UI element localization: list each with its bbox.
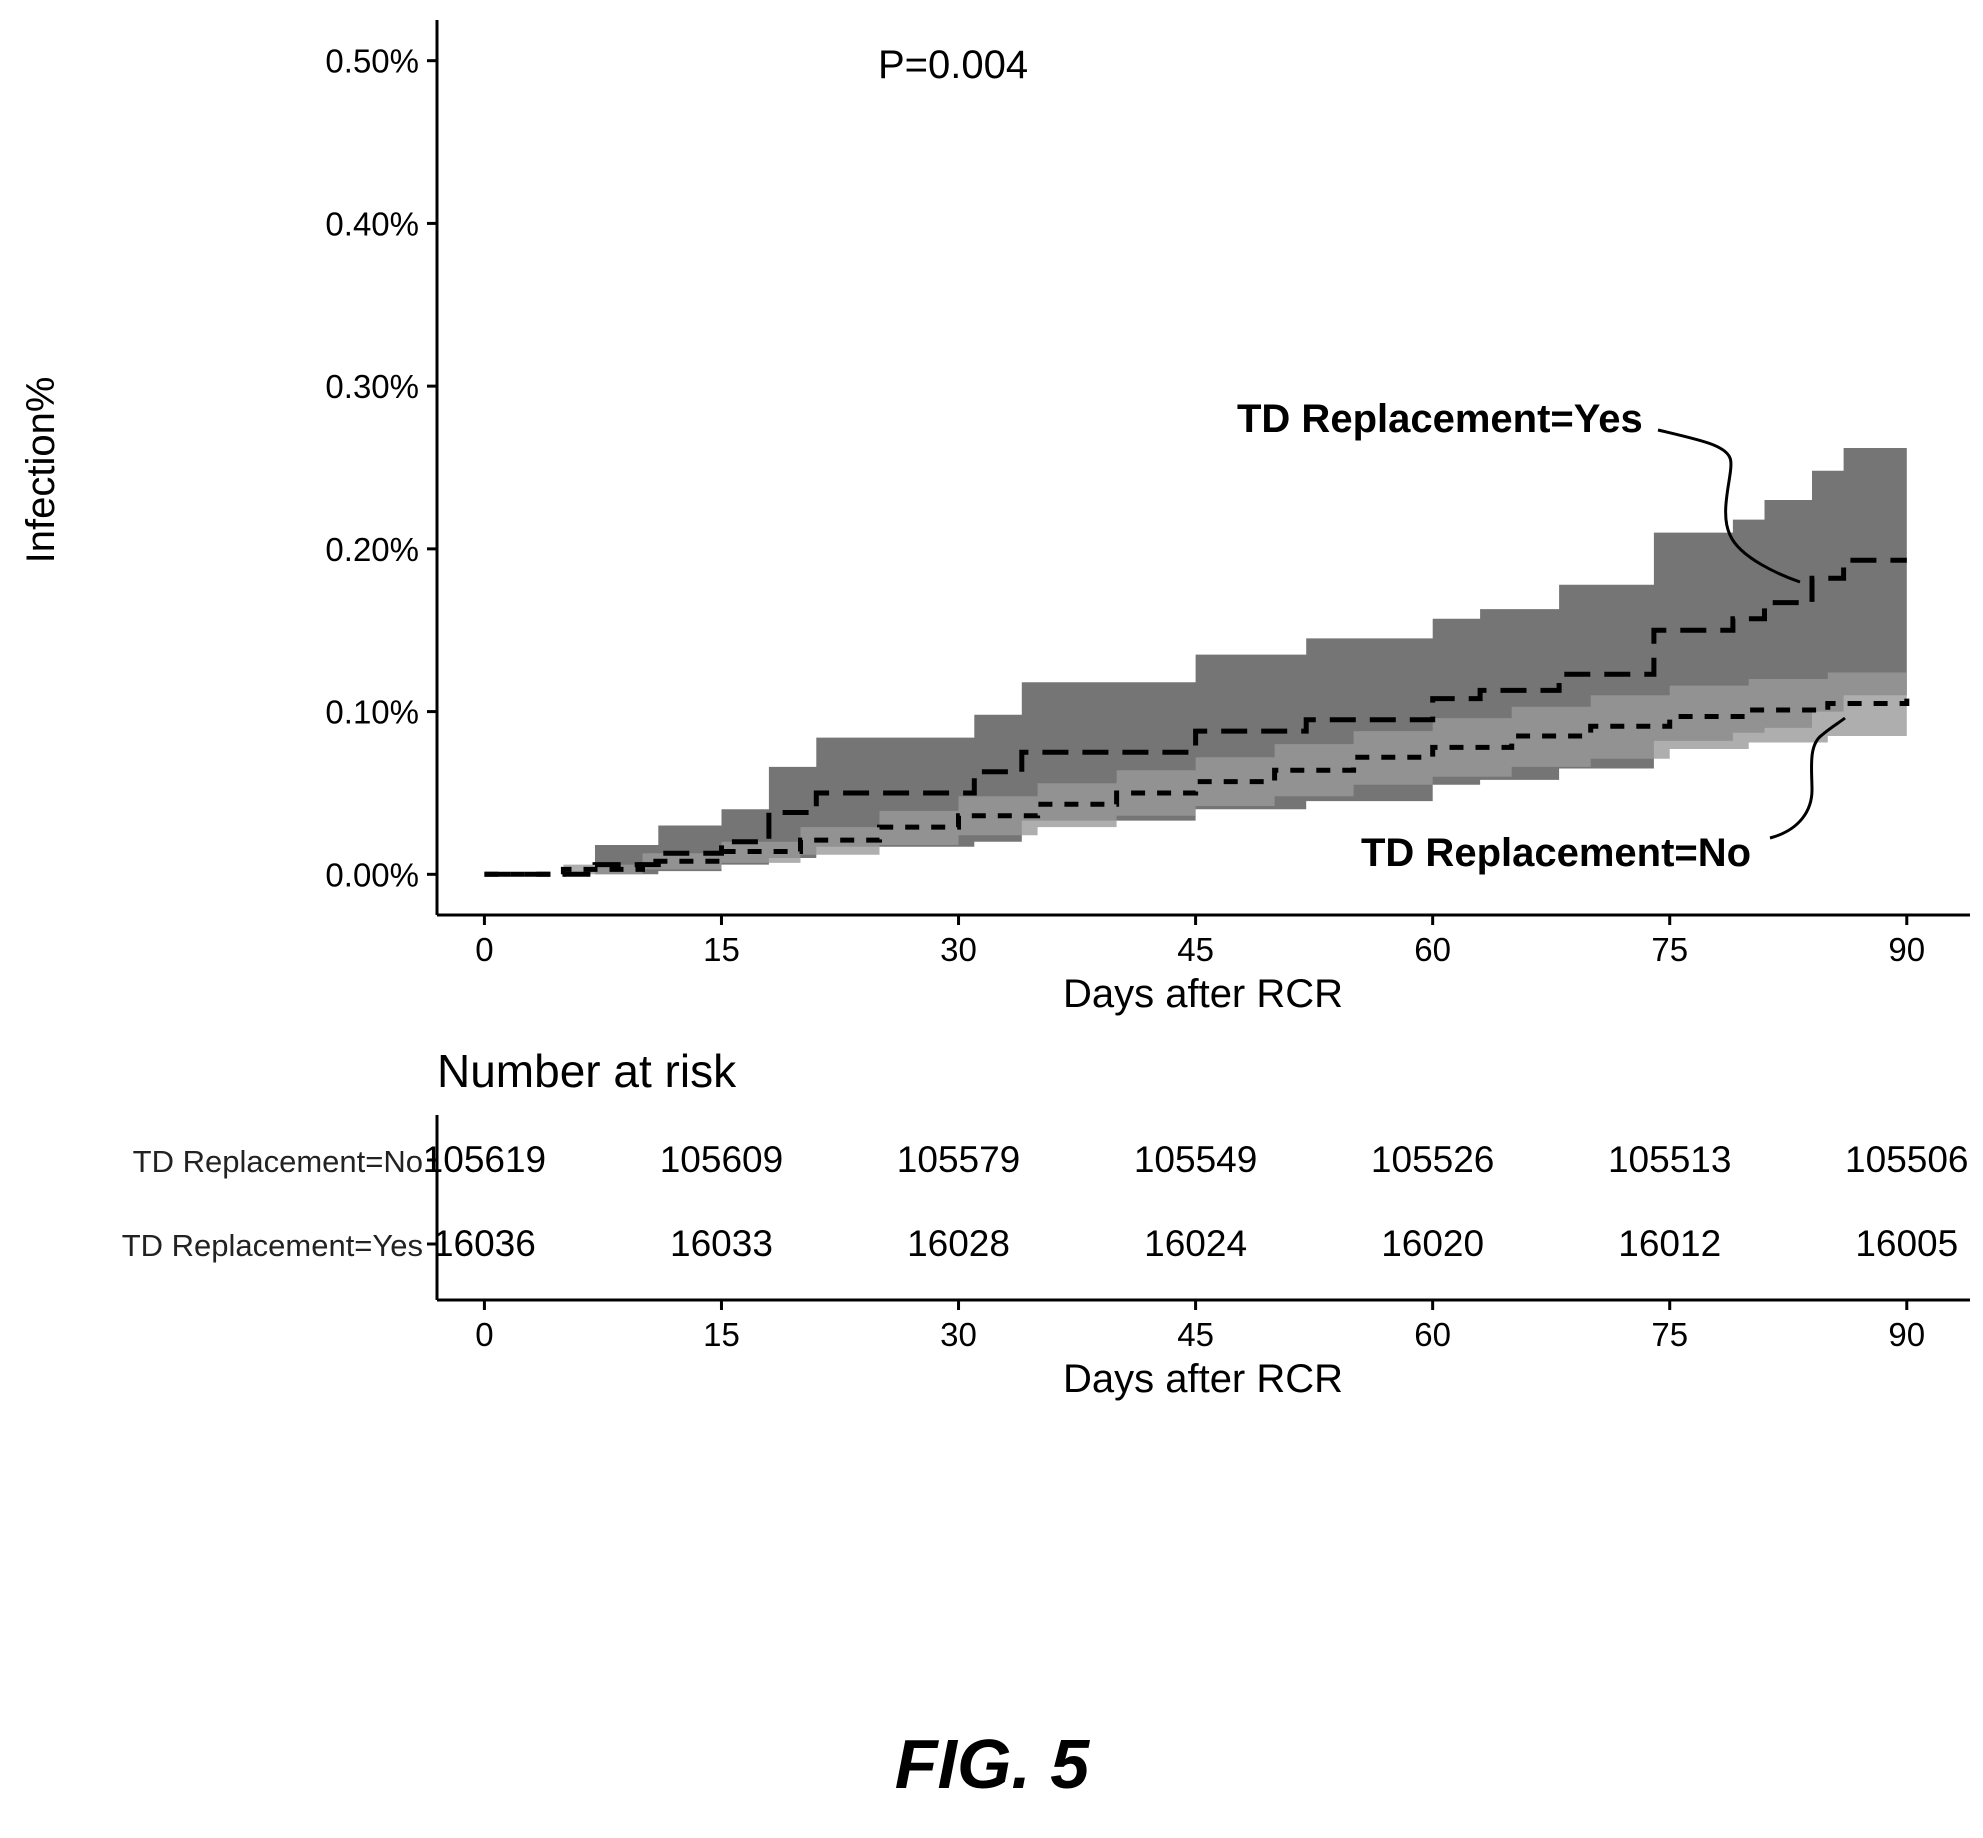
risk-cell: 105619 xyxy=(423,1139,546,1180)
risk-cell: 16036 xyxy=(433,1223,536,1264)
risk-cell: 105506 xyxy=(1845,1139,1968,1180)
confidence-band-no xyxy=(484,667,1907,875)
main-axes: 0.00% 0.10% 0.20% 0.30% 0.40% 0.50% 0 15 30 45 60 7… xyxy=(325,20,1970,968)
x-tick-label: 60 xyxy=(1414,931,1451,968)
x-tick-label: 0 xyxy=(475,931,493,968)
risk-cell: 16033 xyxy=(670,1223,773,1264)
risk-x-tick-label: 90 xyxy=(1888,1316,1925,1353)
series-label-no: TD Replacement=No xyxy=(1361,831,1751,875)
risk-cell: 16012 xyxy=(1618,1223,1721,1264)
p-value-annotation: P=0.004 xyxy=(878,43,1028,87)
risk-x-tick-label: 30 xyxy=(940,1316,977,1353)
risk-cell: 16020 xyxy=(1381,1223,1484,1264)
risk-cell: 105609 xyxy=(660,1139,783,1180)
risk-x-tick-label: 75 xyxy=(1651,1316,1688,1353)
risk-x-tick-label: 0 xyxy=(475,1316,493,1353)
risk-cell: 105579 xyxy=(897,1139,1020,1180)
risk-row-label: TD Replacement=Yes xyxy=(122,1228,423,1263)
x-tick-label: 75 xyxy=(1651,931,1688,968)
risk-cell: 16005 xyxy=(1855,1223,1958,1264)
y-tick-label: 0.20% xyxy=(325,531,419,568)
risk-cell: 105549 xyxy=(1134,1139,1257,1180)
x-tick-label: 45 xyxy=(1177,931,1214,968)
y-tick-label: 0.40% xyxy=(325,205,419,242)
risk-table-cells: TD Replacement=No 105619 105609 105579 10554… xyxy=(122,1139,1969,1264)
confidence-bands xyxy=(484,448,1907,875)
risk-x-tick-label: 60 xyxy=(1414,1316,1451,1353)
y-axis-title: Infection% xyxy=(19,377,63,564)
series-label-yes: TD Replacement=Yes xyxy=(1237,397,1643,441)
risk-x-tick-label: 45 xyxy=(1177,1316,1214,1353)
cumulative-incidence-chart: 0.00% 0.10% 0.20% 0.30% 0.40% 0.50% 0 15 30 45 60 7… xyxy=(19,20,1970,1016)
series-label-yes-leader xyxy=(1657,428,1801,584)
main-labels: P=0.004 Days after RCR Infection% TD Rep… xyxy=(19,43,1846,1016)
risk-cell: 16028 xyxy=(907,1223,1010,1264)
survival-curves xyxy=(484,557,1910,877)
risk-row-label: TD Replacement=No xyxy=(133,1144,423,1179)
risk-x-axis-title: Days after RCR xyxy=(1063,1357,1343,1401)
number-at-risk-table: Number at risk TD Replacement=No 105619 10… xyxy=(122,1045,1970,1401)
confidence-band-yes xyxy=(484,448,1907,875)
x-tick-label: 15 xyxy=(703,931,740,968)
x-tick-label: 90 xyxy=(1888,931,1925,968)
risk-cell: 105513 xyxy=(1608,1139,1731,1180)
x-tick-label: 30 xyxy=(940,931,977,968)
series-label-no-leader xyxy=(1769,716,1846,840)
risk-cell: 16024 xyxy=(1144,1223,1247,1264)
x-axis-title: Days after RCR xyxy=(1063,972,1343,1016)
y-tick-label: 0.10% xyxy=(325,694,419,731)
y-tick-label: 0.30% xyxy=(325,368,419,405)
curve-yes xyxy=(484,557,1907,877)
risk-x-tick-label: 15 xyxy=(703,1316,740,1353)
risk-cell: 105526 xyxy=(1371,1139,1494,1180)
risk-table-title: Number at risk xyxy=(437,1045,737,1097)
risk-table-axes: 0 15 30 45 60 75 90 xyxy=(427,1115,1970,1353)
y-tick-label: 0.50% xyxy=(325,43,419,80)
figure-caption: FIG. 5 xyxy=(895,1725,1091,1803)
y-tick-label: 0.00% xyxy=(325,856,419,893)
